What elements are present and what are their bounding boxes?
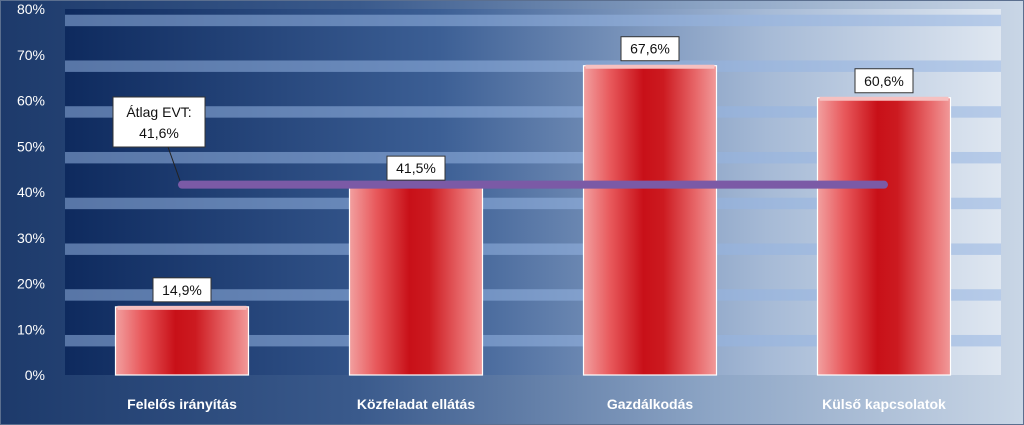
- category-label: Felelős irányítás: [127, 396, 237, 412]
- bar-top-highlight: [819, 96, 949, 101]
- y-tick-label: 40%: [17, 184, 45, 200]
- average-label-line1: Átlag EVT:: [126, 104, 191, 120]
- category-label: Gazdálkodás: [607, 396, 694, 412]
- value-label-box: [152, 277, 212, 303]
- y-tick-label: 20%: [17, 276, 45, 292]
- grid-band: [65, 197, 1001, 210]
- category-label: Külső kapcsolatok: [822, 396, 946, 412]
- bar: [348, 184, 484, 376]
- grid-band: [65, 14, 1001, 27]
- value-label-box: [854, 68, 914, 94]
- bar-top-highlight: [585, 64, 715, 69]
- value-label: 60,6%: [864, 73, 904, 89]
- bar: [114, 306, 250, 376]
- category-label: Közfeladat ellátás: [357, 396, 475, 412]
- grid-band: [65, 289, 1001, 301]
- average-callout-box: [112, 96, 206, 148]
- bar-top-highlight: [117, 305, 247, 310]
- y-tick-label: 50%: [17, 138, 45, 154]
- y-tick-label: 0%: [25, 367, 45, 383]
- grid-band: [65, 151, 1001, 164]
- bar: [582, 65, 718, 376]
- value-label: 41,5%: [396, 160, 436, 176]
- y-tick-label: 80%: [17, 1, 45, 17]
- average-callout-leader: [167, 146, 181, 181]
- y-tick-label: 30%: [17, 230, 45, 246]
- bar: [816, 97, 952, 376]
- value-label-box: [386, 155, 446, 181]
- value-label-box: [620, 36, 680, 62]
- grid-band: [65, 106, 1001, 118]
- average-label-line2: 41,6%: [139, 125, 179, 141]
- grid-band: [65, 243, 1001, 255]
- y-tick-label: 70%: [17, 47, 45, 63]
- value-label: 14,9%: [162, 282, 202, 298]
- y-tick-label: 60%: [17, 93, 45, 109]
- value-label: 67,6%: [630, 41, 670, 57]
- grid-band: [65, 334, 1001, 347]
- y-tick-label: 10%: [17, 321, 45, 337]
- grid-band: [65, 60, 1001, 72]
